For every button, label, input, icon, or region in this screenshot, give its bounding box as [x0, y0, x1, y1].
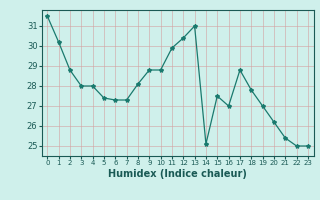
X-axis label: Humidex (Indice chaleur): Humidex (Indice chaleur) [108, 169, 247, 179]
